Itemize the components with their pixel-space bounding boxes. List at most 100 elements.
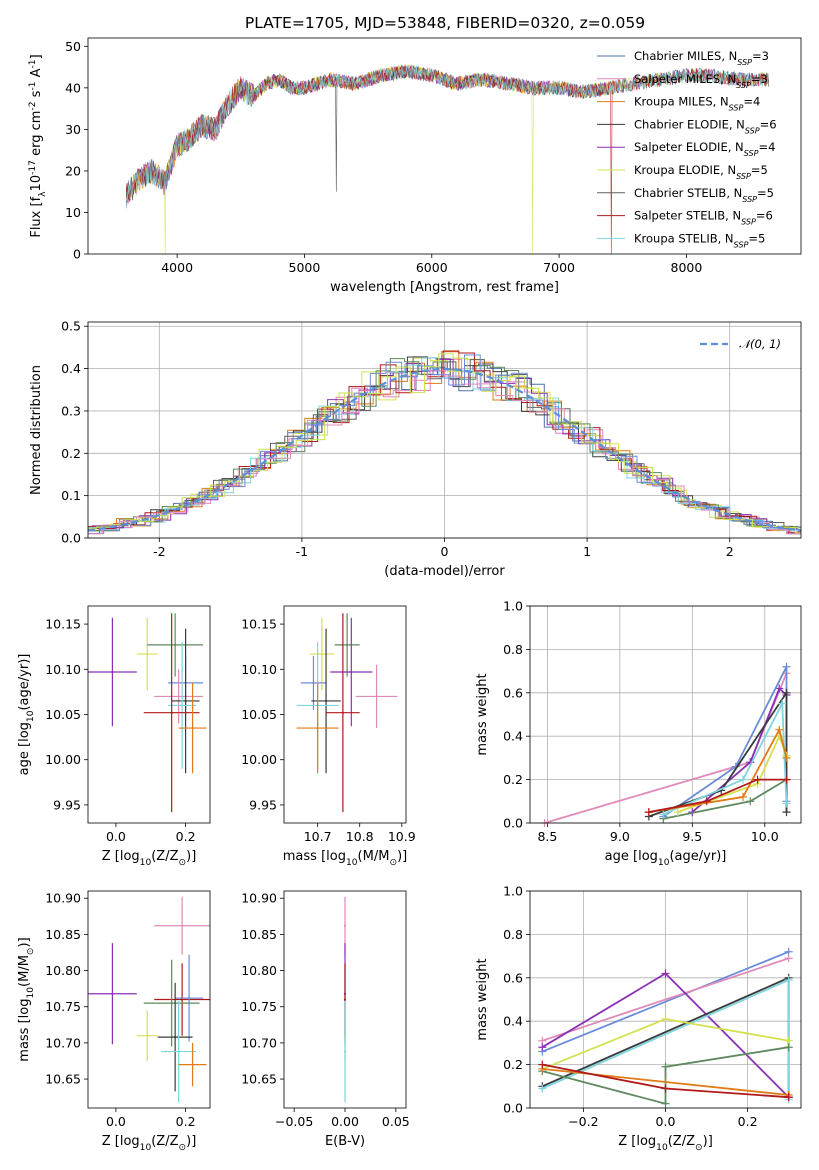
y-tick-label: 10.75	[45, 999, 81, 1014]
x-tick-label: 1	[583, 544, 591, 559]
weight-marker	[782, 662, 791, 671]
axes-frame	[87, 321, 802, 539]
y-tick-label: 10.15	[45, 617, 81, 632]
data-point	[181, 924, 184, 927]
y-tick-label: 0.6	[503, 685, 523, 700]
y-tick-label: 10.05	[241, 707, 277, 722]
y-tick-label: 0.2	[503, 772, 523, 787]
y-tick-label: 1.0	[503, 884, 523, 899]
legend-label-text: Chabrier STELIB, N	[634, 186, 742, 200]
legend-label-sub: SSP	[741, 217, 756, 226]
data-point	[316, 726, 319, 730]
x-axis-label: Z [log10(Z/Z⊙)]	[618, 1134, 713, 1153]
data-point	[146, 652, 149, 656]
y-tick-label: 10.65	[241, 1072, 277, 1087]
weight-marker	[784, 954, 793, 963]
data-point	[146, 1034, 149, 1037]
weight-vs-age-panel: 8.5 9.0 9.5 10.0 0.0 0.2 0.4 0.6 0.8 1.0 age [log1…	[475, 599, 802, 868]
data-point	[111, 670, 114, 674]
y-tick-label: 10.00	[45, 752, 81, 767]
axes-frame	[529, 890, 802, 1109]
weight-marker	[753, 775, 762, 784]
y-tick-label: 10.80	[45, 963, 81, 978]
legend-label: Salpeter MILES, NSSP=3	[634, 72, 768, 90]
data-point	[174, 643, 177, 646]
legend-label: Salpeter ELODIE, NSSP=4	[634, 140, 775, 158]
y-tick-label: 0.0	[503, 1101, 523, 1116]
weight-marker	[661, 969, 670, 978]
data-point	[343, 924, 347, 927]
histogram-series	[88, 357, 801, 531]
legend-label: Chabrier ELODIE, NSSP=6	[634, 117, 777, 135]
legend-label: Chabrier MILES, NSSP=3	[634, 49, 769, 67]
data-point	[177, 1050, 180, 1053]
legend-label-tail: =6	[760, 117, 777, 131]
weight-marker	[782, 808, 791, 817]
y-tick-label: 9.95	[53, 797, 81, 812]
y-tick-label: 0.3	[61, 403, 81, 418]
data-point	[341, 711, 344, 714]
legend-label-sub: SSP	[745, 126, 760, 135]
x-tick-label: 10.8	[346, 829, 374, 844]
axes-frame	[283, 605, 407, 824]
y-tick-label: 0.2	[503, 1057, 523, 1072]
weight-marker	[778, 699, 787, 708]
legend-label-tail: =3	[751, 72, 768, 86]
y-tick-label: 20	[65, 163, 81, 178]
x-tick-label: 9.0	[610, 829, 630, 844]
data-point	[187, 996, 191, 1000]
y-tick-label: 0.8	[503, 927, 523, 942]
weight-series-line	[648, 727, 788, 813]
x-tick-label: -2	[153, 544, 165, 559]
legend-label: Kroupa STELIB, NSSP=5	[634, 231, 765, 249]
y-tick-label: 0	[73, 247, 81, 262]
legend-label: Kroupa MILES, NSSP=4	[634, 95, 760, 113]
weight-marker	[661, 1084, 670, 1093]
legend-label-tail: =3	[752, 49, 769, 63]
y-tick-label: 10.85	[241, 927, 277, 942]
spectrum-line	[125, 65, 769, 206]
weight-marker	[784, 1093, 793, 1102]
data-point	[181, 998, 184, 1001]
x-tick-label: 7000	[543, 260, 575, 275]
weight-series-line	[648, 778, 787, 813]
y-tick-label: 0.5	[61, 319, 81, 334]
legend-label-sub: SSP	[742, 194, 757, 203]
y-axis-label: Normed distribution	[29, 365, 44, 495]
y-tick-label: 30	[65, 122, 81, 137]
data-point	[350, 670, 353, 674]
y-tick-label: 10.80	[241, 963, 277, 978]
x-axis-label: wavelength [Angstrom, rest frame]	[330, 280, 559, 295]
weight-marker	[746, 797, 755, 806]
x-axis-label: Z [log10(Z/Z⊙)]	[102, 849, 197, 868]
x-tick-label: 0.2	[738, 1114, 758, 1129]
y-tick-label: 10.65	[45, 1072, 81, 1087]
x-tick-label: 8000	[671, 260, 703, 275]
y-tick-label: 10.75	[241, 999, 277, 1014]
y-tick-label: 0.6	[503, 970, 523, 985]
legend-label-sub: SSP	[736, 80, 751, 89]
weight-series-line	[662, 700, 788, 816]
y-tick-label: 0.2	[61, 446, 81, 461]
data-point	[343, 1050, 347, 1053]
y-axis-label: Flux [fλ10-17 erg cm-2 s-1 A-1]	[28, 54, 48, 237]
data-point	[177, 695, 180, 698]
axes-frame	[87, 890, 211, 1109]
legend-label: Kroupa ELODIE, NSSP=5	[634, 163, 768, 181]
weight-series-line	[542, 957, 789, 1042]
x-axis-label: E(B-V)	[325, 1134, 365, 1149]
weight-vs-z-panel: −0.2 0.0 0.2 0.0 0.2 0.4 0.6 0.8 1.0 Z [log10(Z/Z…	[475, 884, 802, 1153]
weight-marker	[782, 775, 791, 784]
gaussian-curve	[87, 367, 802, 532]
x-tick-label: 10.0	[751, 829, 779, 844]
legend-label-sub: SSP	[736, 172, 751, 181]
legend-label: 𝒩(0, 1)	[739, 337, 781, 351]
legend-label-tail: =5	[757, 186, 774, 200]
x-tick-label: 0	[441, 544, 449, 559]
y-tick-label: 10.10	[241, 662, 277, 677]
x-tick-label: 0.00	[331, 1114, 359, 1129]
age-vs-z-panel: 0.0 0.2 9.95 10.00 10.05 10.10 10.15 Z [log10(Z…	[17, 605, 211, 868]
weight-marker	[782, 753, 791, 762]
y-tick-label: 9.95	[249, 797, 277, 812]
